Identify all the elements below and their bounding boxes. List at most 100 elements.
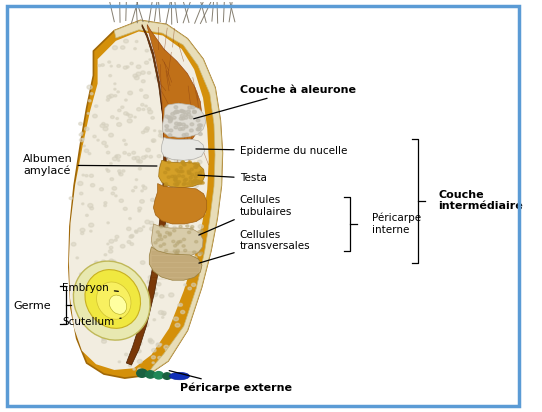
- Circle shape: [134, 230, 138, 232]
- Circle shape: [190, 227, 193, 230]
- Circle shape: [130, 234, 134, 237]
- Circle shape: [85, 127, 89, 131]
- Circle shape: [151, 198, 154, 201]
- Circle shape: [142, 185, 145, 187]
- Circle shape: [190, 168, 193, 171]
- Circle shape: [167, 188, 170, 191]
- Circle shape: [88, 204, 93, 208]
- Circle shape: [191, 167, 195, 170]
- Circle shape: [173, 250, 176, 252]
- Circle shape: [174, 159, 178, 162]
- Circle shape: [118, 109, 121, 112]
- Circle shape: [199, 124, 203, 127]
- Circle shape: [129, 270, 134, 274]
- Circle shape: [95, 261, 98, 264]
- Circle shape: [178, 175, 180, 177]
- Circle shape: [168, 234, 171, 236]
- Circle shape: [173, 317, 178, 321]
- Circle shape: [193, 190, 198, 194]
- Circle shape: [182, 133, 186, 136]
- Circle shape: [144, 323, 149, 327]
- Circle shape: [90, 93, 93, 95]
- Circle shape: [109, 246, 113, 249]
- Circle shape: [173, 100, 178, 104]
- Circle shape: [171, 175, 174, 178]
- Circle shape: [175, 179, 177, 182]
- Circle shape: [167, 117, 171, 119]
- Circle shape: [154, 241, 157, 244]
- Polygon shape: [69, 31, 209, 370]
- Circle shape: [135, 157, 140, 160]
- Circle shape: [159, 81, 164, 84]
- Circle shape: [87, 112, 89, 114]
- Circle shape: [189, 116, 193, 119]
- Circle shape: [201, 169, 204, 172]
- Circle shape: [197, 127, 201, 130]
- Circle shape: [119, 199, 124, 202]
- Circle shape: [140, 89, 143, 91]
- Circle shape: [182, 110, 186, 113]
- Circle shape: [101, 260, 106, 263]
- Circle shape: [165, 115, 169, 118]
- Circle shape: [163, 193, 167, 197]
- Circle shape: [185, 249, 187, 251]
- Circle shape: [170, 78, 174, 82]
- Circle shape: [104, 317, 106, 319]
- Circle shape: [193, 162, 196, 165]
- Circle shape: [169, 232, 172, 234]
- Circle shape: [129, 235, 133, 238]
- Circle shape: [192, 251, 196, 253]
- Circle shape: [151, 356, 156, 359]
- Circle shape: [192, 111, 196, 114]
- Circle shape: [118, 332, 123, 335]
- Circle shape: [102, 334, 105, 337]
- Circle shape: [175, 323, 180, 327]
- Circle shape: [109, 94, 114, 98]
- Circle shape: [82, 174, 85, 176]
- Circle shape: [181, 117, 185, 120]
- Circle shape: [138, 168, 141, 170]
- Circle shape: [198, 172, 202, 174]
- Circle shape: [160, 225, 163, 228]
- Circle shape: [195, 172, 198, 175]
- Circle shape: [138, 368, 141, 371]
- Circle shape: [78, 181, 83, 185]
- Circle shape: [175, 110, 178, 113]
- Circle shape: [94, 300, 98, 303]
- Circle shape: [106, 169, 108, 170]
- Circle shape: [159, 176, 163, 179]
- Circle shape: [151, 49, 154, 53]
- Circle shape: [132, 190, 134, 192]
- Circle shape: [184, 284, 186, 286]
- Circle shape: [172, 116, 176, 119]
- Circle shape: [177, 241, 180, 243]
- Circle shape: [90, 207, 94, 210]
- Circle shape: [127, 227, 131, 231]
- Circle shape: [146, 371, 155, 378]
- Circle shape: [181, 161, 184, 164]
- Circle shape: [147, 108, 151, 110]
- Circle shape: [108, 133, 113, 137]
- Circle shape: [149, 338, 152, 342]
- Circle shape: [131, 308, 135, 311]
- Ellipse shape: [96, 282, 131, 319]
- Circle shape: [158, 233, 162, 236]
- Circle shape: [135, 231, 138, 233]
- Circle shape: [182, 163, 185, 165]
- Circle shape: [149, 340, 154, 344]
- Circle shape: [137, 332, 139, 334]
- Circle shape: [114, 89, 116, 90]
- Circle shape: [153, 130, 156, 131]
- Circle shape: [158, 68, 162, 71]
- Circle shape: [165, 129, 169, 131]
- Circle shape: [100, 188, 104, 191]
- Circle shape: [144, 95, 149, 98]
- Circle shape: [167, 161, 171, 164]
- Circle shape: [141, 190, 143, 192]
- Circle shape: [182, 245, 185, 247]
- Circle shape: [107, 222, 109, 224]
- Circle shape: [169, 120, 172, 123]
- Circle shape: [158, 264, 162, 267]
- Circle shape: [173, 111, 177, 114]
- Circle shape: [153, 319, 156, 321]
